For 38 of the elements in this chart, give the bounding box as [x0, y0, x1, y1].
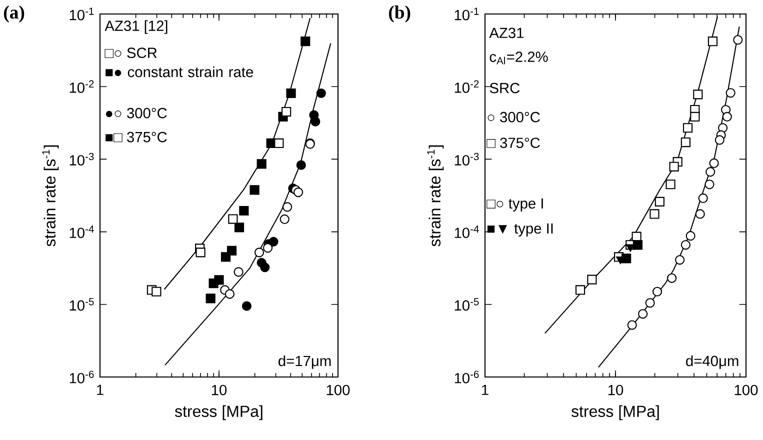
y-axis-title: strain rate [s$^{-1}$] [427, 145, 444, 246]
y-tick-label: 10$^{-1}$ [454, 8, 479, 20]
y-tick-label: 10$^{-1}$ [70, 8, 94, 20]
annotation: ■● constant strain rate [106, 66, 253, 78]
y-tick-label: 10$^{-6}$ [454, 370, 479, 384]
x-axis-title: stress [MPa] [571, 405, 659, 420]
annotation: □ 375°C [486, 138, 540, 148]
annotation: d=40μm [686, 355, 738, 369]
x-tick-label: 100 [326, 384, 350, 396]
chart-title: (b) [389, 6, 410, 22]
x-tick-label: 100 [734, 384, 758, 396]
x-tick-label: 10 [608, 384, 624, 396]
x-tick-label: 1 [482, 384, 488, 395]
y-tick-label: 10$^{-4}$ [454, 226, 479, 238]
y-tick-label: 10$^{-3}$ [70, 152, 94, 166]
annotation: ■□ 375°C [106, 132, 167, 142]
annotation: d=17μm [278, 355, 331, 369]
chart-title: (a) [4, 6, 24, 22]
y-tick-label: 10$^{-5}$ [454, 298, 479, 311]
x-axis-title: stress [MPa] [174, 405, 262, 420]
y-tick-label: 10$^{-3}$ [454, 152, 479, 166]
annotation: □○ SCR [104, 48, 157, 58]
annotation: AZ31 [489, 28, 524, 38]
annotation: SRC [490, 82, 520, 94]
y-tick-label: 10$^{-4}$ [70, 226, 94, 238]
y-tick-label: 10$^{-2}$ [454, 80, 479, 93]
y-tick-label: 10$^{-5}$ [70, 298, 94, 311]
annotation: □○ type I [486, 198, 543, 212]
annotation: ●○ 300°C [106, 108, 167, 118]
x-tick-label: 1 [97, 384, 104, 395]
y-axis-title: strain rate [s$^{-1}$] [42, 145, 59, 246]
annotation: ■▼ type II [487, 223, 553, 237]
y-tick-label: 10$^{-2}$ [70, 80, 94, 93]
annotation: ○ 300°C [488, 112, 540, 122]
annotation: AZ31 [12] [104, 20, 168, 34]
x-tick-label: 10 [212, 384, 227, 396]
annotation: c$_{Al}$=2.2% [490, 52, 548, 64]
y-tick-label: 10$^{-6}$ [70, 370, 94, 384]
